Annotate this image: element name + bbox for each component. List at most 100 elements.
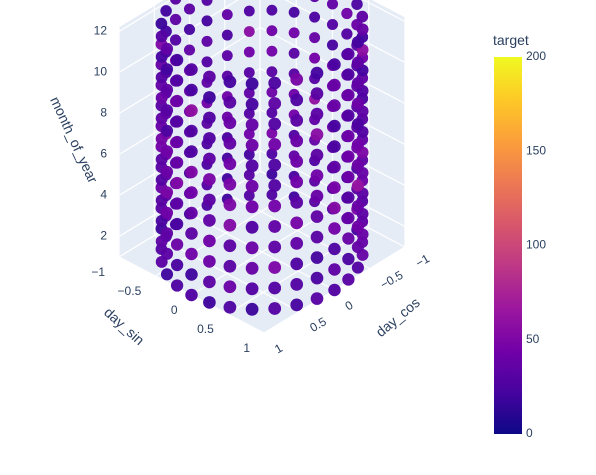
- data-point: [243, 67, 255, 78]
- data-point: [223, 239, 237, 253]
- data-point: [170, 217, 184, 231]
- data-point: [169, 34, 182, 46]
- data-point: [203, 152, 216, 166]
- data-point: [170, 115, 184, 128]
- data-point: [266, 66, 278, 78]
- colorbar-tick-label: 150: [526, 143, 546, 157]
- data-point: [160, 5, 172, 17]
- data-point: [243, 26, 255, 37]
- data-point: [290, 257, 304, 271]
- data-point: [290, 298, 304, 312]
- y-tick-label: 0: [171, 303, 178, 317]
- data-point: [170, 279, 184, 292]
- data-point: [341, 28, 353, 40]
- data-point: [160, 206, 174, 219]
- data-point: [170, 176, 184, 190]
- x-tick-label: 0.5: [307, 314, 329, 335]
- data-point: [268, 261, 282, 274]
- data-point: [185, 145, 198, 158]
- data-point: [310, 87, 324, 100]
- data-point: [155, 17, 168, 30]
- data-point: [169, 13, 182, 26]
- data-point: [342, 47, 355, 61]
- data-point: [309, 52, 321, 64]
- data-point: [290, 216, 304, 230]
- data-point: [328, 201, 341, 215]
- data-point: [268, 240, 282, 254]
- y-tick-label: −0.5: [118, 284, 142, 298]
- data-point: [268, 179, 282, 192]
- data-point: [170, 238, 184, 251]
- data-point: [342, 170, 355, 184]
- data-point: [221, 9, 233, 21]
- data-point: [342, 232, 355, 245]
- data-point: [351, 118, 364, 131]
- data-point: [290, 237, 304, 250]
- data-point: [160, 42, 174, 55]
- data-point: [243, 108, 255, 119]
- data-point: [185, 186, 198, 199]
- colorbar-tick-label: 50: [526, 332, 540, 346]
- data-point: [245, 179, 259, 193]
- data-point: [290, 73, 304, 86]
- data-point: [203, 296, 216, 309]
- data-point: [290, 114, 304, 127]
- data-point: [183, 23, 196, 36]
- colorbar-tick-label: 100: [526, 238, 546, 252]
- data-point: [266, 189, 278, 201]
- data-point: [288, 27, 300, 39]
- data-point: [160, 186, 174, 199]
- data-point: [356, 23, 369, 36]
- z-gridline: [118, 0, 406, 33]
- data-point: [266, 4, 278, 16]
- data-point: [201, 35, 213, 47]
- data-point: [310, 0, 319, 3]
- data-point: [170, 135, 184, 149]
- data-point: [170, 94, 184, 108]
- z-tick-label: 6: [100, 147, 107, 161]
- z-axis-title: month_of_year: [47, 94, 101, 186]
- data-point: [243, 190, 255, 201]
- data-point: [351, 200, 364, 213]
- data-point: [309, 11, 321, 23]
- data-point: [160, 145, 174, 158]
- data-point: [170, 197, 184, 210]
- data-point: [221, 50, 233, 62]
- data-point: [245, 77, 259, 91]
- data-point: [170, 258, 184, 272]
- data-point: [223, 136, 237, 150]
- data-point: [185, 83, 198, 97]
- data-point: [266, 45, 278, 57]
- y-axis-title: day_sin: [101, 304, 148, 348]
- data-point: [310, 148, 324, 162]
- data-point: [203, 132, 216, 145]
- data-point: [160, 63, 174, 76]
- data-point: [243, 169, 255, 181]
- data-point: [155, 30, 168, 43]
- data-point: [351, 241, 364, 254]
- data-point: [243, 128, 255, 140]
- data-point: [185, 206, 198, 220]
- data-point: [203, 214, 216, 227]
- data-point: [223, 280, 237, 294]
- data-point: [310, 251, 324, 264]
- data-point: [268, 158, 282, 172]
- data-point: [243, 5, 255, 17]
- data-point: [221, 29, 233, 41]
- data-point: [328, 58, 341, 71]
- data-point: [243, 46, 255, 58]
- data-point: [342, 109, 355, 122]
- data-point: [351, 36, 364, 49]
- data-point: [266, 107, 278, 119]
- data-point: [328, 222, 341, 235]
- data-point: [310, 128, 324, 141]
- data-point: [245, 220, 259, 234]
- data-point: [351, 77, 364, 90]
- data-point: [245, 138, 259, 152]
- z-tick-label: 12: [94, 24, 108, 38]
- x-tick-label: −0.5: [378, 268, 406, 292]
- data-point: [185, 124, 198, 138]
- data-point: [290, 134, 304, 148]
- scene-3d[interactable]: 2 4 6 8 10 12 −1 −0.5 0 0.5 1 −1 −0.5 0 0.5 1 month_of_y…: [47, 0, 432, 356]
